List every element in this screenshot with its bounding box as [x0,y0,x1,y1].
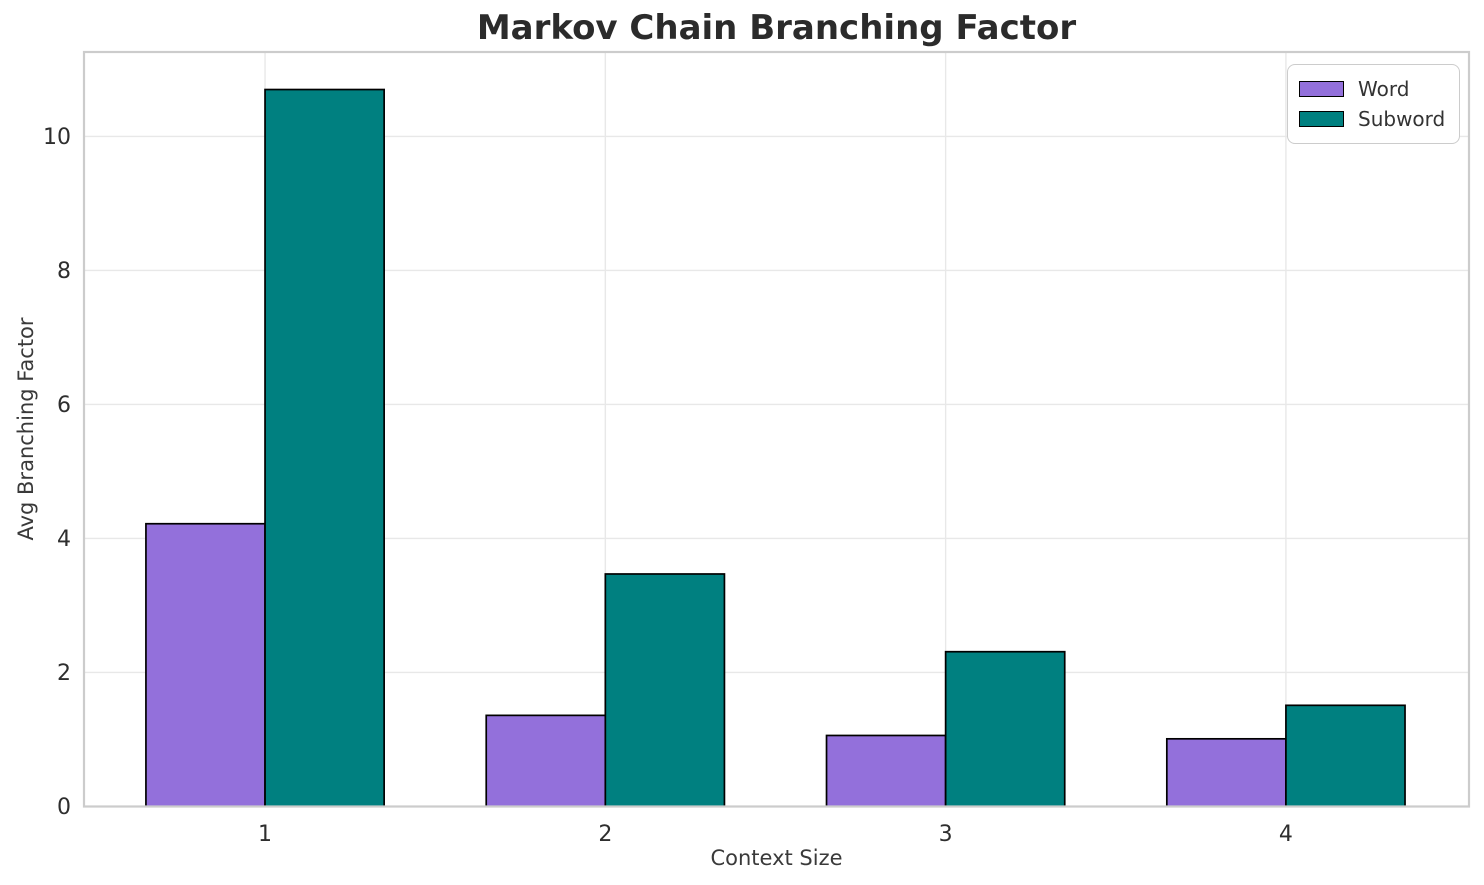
legend-item-word: Word [1299,74,1451,104]
legend-swatch-word [1299,81,1344,97]
x-axis-label: Context Size [710,846,843,870]
plot-frame [82,50,1471,808]
legend-label-subword: Subword [1358,107,1446,131]
ytick-label-10: 10 [43,125,71,150]
legend: Word Subword [1287,64,1460,144]
bar-subword-1 [264,88,385,808]
ytick-label-0: 0 [57,795,71,820]
xtick-label-2: 2 [598,822,612,847]
xtick-label-1: 1 [258,822,272,847]
bar-word-3 [825,734,947,808]
ytick-label-4: 4 [57,527,71,552]
bar-word-1 [145,522,266,808]
legend-swatch-subword [1299,111,1344,127]
ytick-label-6: 6 [57,393,71,418]
ytick-label-8: 8 [57,259,71,284]
bar-word-4 [1165,737,1287,808]
bar-subword-4 [1285,704,1406,808]
xtick-label-4: 4 [1279,822,1293,847]
xtick-label-3: 3 [939,822,953,847]
legend-label-word: Word [1358,77,1410,101]
bar-subword-3 [944,650,1066,808]
chart-title: Markov Chain Branching Factor [476,8,1077,48]
bar-subword-2 [604,573,726,808]
ytick-label-2: 2 [57,661,71,686]
bar-word-2 [485,714,607,808]
legend-item-subword: Subword [1299,104,1451,134]
